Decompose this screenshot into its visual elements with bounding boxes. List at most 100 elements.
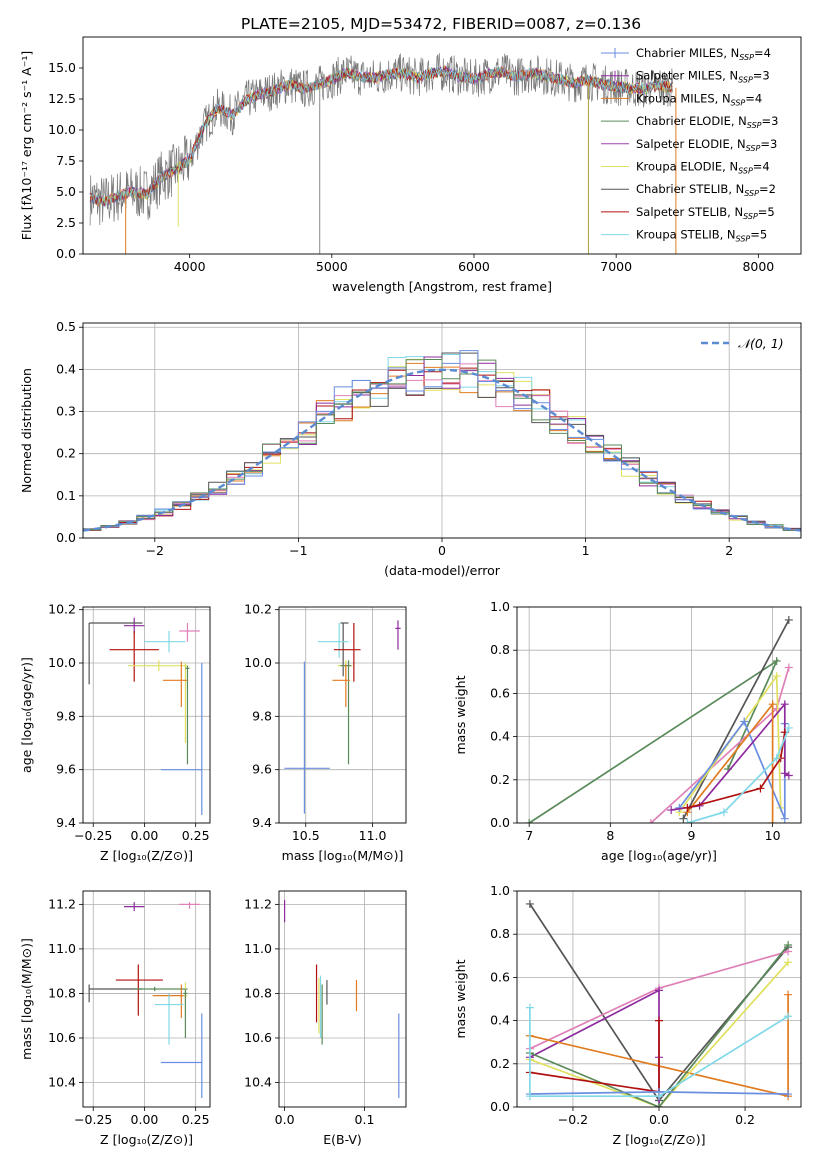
y-tick-label: 0.4 xyxy=(490,1013,510,1028)
y-tick-label: 0.4 xyxy=(490,729,510,744)
legend-label: Salpeter STELIB, NSSP=5 xyxy=(636,205,775,221)
weight-line xyxy=(529,1007,789,1098)
observed-spectrum xyxy=(89,53,674,226)
weight-line xyxy=(529,944,789,1107)
axes-frame xyxy=(82,606,211,824)
legend-label: Chabrier STELIB, NSSP=2 xyxy=(636,182,776,198)
y-axis-label: mass [log₁₀(M/M⊙)] xyxy=(19,938,34,1060)
plot-area xyxy=(284,620,401,814)
y-tick-label: 0.8 xyxy=(490,926,510,941)
weight-point xyxy=(719,808,728,817)
weight-point xyxy=(756,784,765,793)
y-tick-label: 0.1 xyxy=(56,488,76,503)
weight-point xyxy=(772,672,781,681)
x-tick-label: 7000 xyxy=(600,259,632,274)
x-tick-label: 0.2 xyxy=(735,1112,755,1127)
axes-frame xyxy=(82,322,802,539)
y-tick-label: 0.2 xyxy=(490,1056,510,1071)
legend-label: Kroupa STELIB, NSSP=5 xyxy=(636,228,767,244)
y-tick-label: 9.6 xyxy=(56,762,76,777)
y-tick-label: 1.0 xyxy=(490,883,510,898)
chart-age-vs-mass: 10.5 11.0 9.4 9.6 9.8 10.0 10.2 mass [log₁₀(M/M… xyxy=(244,602,407,863)
weight-point xyxy=(780,814,789,823)
x-axis-label: Z [log₁₀(Z/Z⊙)] xyxy=(100,1132,193,1147)
x-tick-label: 2 xyxy=(725,543,733,558)
weight-point xyxy=(784,771,793,780)
y-tick-label: 0.3 xyxy=(56,404,76,419)
weight-point xyxy=(784,1090,793,1099)
y-tick-label: 10.6 xyxy=(48,1030,76,1045)
model-spectrum-line xyxy=(89,66,673,208)
x-tick-label: −0.2 xyxy=(558,1112,588,1127)
x-axis-label: mass [log₁₀(M/M⊙)] xyxy=(282,848,404,863)
y-tick-label: 9.8 xyxy=(252,708,272,723)
y-tick-label: 0.0 xyxy=(56,530,76,545)
weight-point xyxy=(768,819,777,823)
weight-line xyxy=(529,961,789,1107)
y-tick-label: 9.4 xyxy=(252,815,272,830)
plot-area xyxy=(83,350,801,538)
x-tick-label: 10.5 xyxy=(292,828,320,843)
axes-frame xyxy=(278,606,407,824)
y-tick-label: 15.0 xyxy=(48,60,76,75)
y-axis-label: Flux [fλ10⁻¹⁷ erg cm⁻² s⁻¹ A⁻¹] xyxy=(19,51,34,240)
weight-point xyxy=(784,663,793,672)
weight-line xyxy=(682,619,790,820)
charts: 4000 5000 6000 7000 80000.02.55.07.510.012.5… xyxy=(19,36,802,1147)
y-tick-label: 5.0 xyxy=(56,184,76,199)
x-tick-label: 11.0 xyxy=(359,828,387,843)
x-axis-label: wavelength [Angstrom, rest frame] xyxy=(332,279,552,294)
model-spectrum-line xyxy=(89,65,673,209)
weight-point xyxy=(655,1016,663,1025)
x-tick-label: 10 xyxy=(765,828,781,843)
y-axis-label: mass weight xyxy=(453,959,468,1038)
y-axis-label: age [log₁₀(age/yr)] xyxy=(19,657,34,773)
y-tick-label: 0.8 xyxy=(490,642,510,657)
x-tick-label: 8000 xyxy=(742,259,774,274)
weight-point xyxy=(772,754,781,763)
x-axis-label: Z [log₁₀(Z/Z⊙)] xyxy=(100,848,193,863)
y-tick-label: 10.0 xyxy=(48,122,76,137)
y-tick-label: 10.0 xyxy=(48,655,76,670)
weight-point xyxy=(655,1092,663,1101)
chart-residuals: −2 −1 0 1 2 0.0 0.1 0.2 0.3 0.4 0.5 (data-model)/er… xyxy=(19,319,802,578)
x-axis-label: age [log₁₀(age/yr)] xyxy=(601,848,717,863)
weight-line xyxy=(687,727,790,823)
figure-title: PLATE=2105, MJD=53472, FIBERID=0087, z=0… xyxy=(241,15,641,33)
plot-area xyxy=(89,53,677,254)
y-tick-label: 10.0 xyxy=(244,655,272,670)
x-tick-label: 0.00 xyxy=(131,1112,159,1127)
chart-weight-vs-Z: −0.2 0.0 0.2 0.0 0.2 0.4 0.6 0.8 1.0 Z [log₁₀(Z/Z… xyxy=(453,883,802,1147)
chart-spectrum: 4000 5000 6000 7000 8000 0.0 2.5 5.0 7.5 10.0 12.5… xyxy=(19,36,802,294)
weight-line xyxy=(687,732,786,809)
model-spectrum-line xyxy=(89,67,673,206)
legend-label: Chabrier MILES, NSSP=4 xyxy=(636,46,771,62)
legend-label: Kroupa ELODIE, NSSP=4 xyxy=(636,160,770,176)
x-tick-label: 5000 xyxy=(316,259,348,274)
y-tick-label: 0.6 xyxy=(490,969,510,984)
model-spectrum-line xyxy=(89,65,673,207)
weight-point xyxy=(780,700,789,709)
y-tick-label: 10.4 xyxy=(48,1075,76,1090)
weight-point xyxy=(772,657,781,665)
x-tick-label: 7 xyxy=(525,828,533,843)
weight-line xyxy=(678,673,782,813)
y-tick-label: 9.8 xyxy=(56,708,76,723)
y-tick-label: 10.8 xyxy=(244,985,272,1000)
axes-frame xyxy=(278,890,407,1108)
x-tick-label: −1 xyxy=(289,543,307,558)
legend-label: Salpeter MILES, NSSP=3 xyxy=(636,69,770,85)
x-tick-label: 0.00 xyxy=(131,828,159,843)
plot-area xyxy=(525,615,793,823)
y-tick-label: 1.0 xyxy=(490,599,510,614)
plot-area xyxy=(88,617,203,815)
y-tick-label: 0.0 xyxy=(490,815,510,830)
y-tick-label: 10.2 xyxy=(48,602,76,617)
y-tick-label: 0.5 xyxy=(56,319,76,334)
weight-point xyxy=(525,899,534,908)
y-tick-label: 0.4 xyxy=(56,361,76,376)
y-tick-label: 10.4 xyxy=(244,1075,272,1090)
y-axis-label: Normed distribution xyxy=(19,368,34,493)
model-spectrum-line xyxy=(89,66,673,206)
chart-mass-vs-ebv: 0.0 0.1 10.4 10.6 10.8 11.0 11.2 E(B-V) xyxy=(244,890,407,1147)
